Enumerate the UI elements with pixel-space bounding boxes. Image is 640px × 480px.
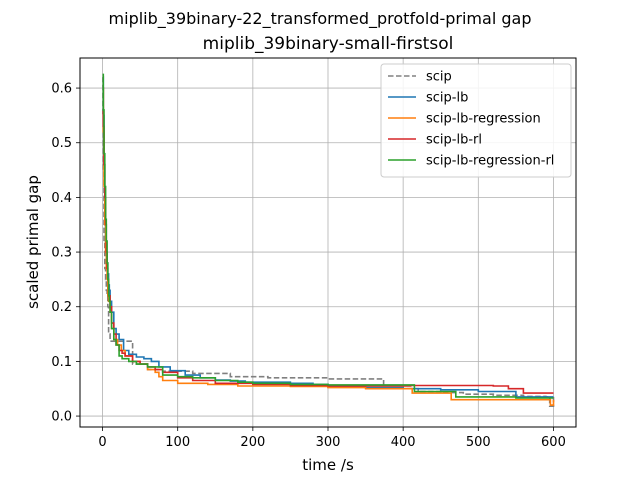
y-tick-label: 0.5 [51,136,72,151]
y-tick-label: 0.1 [51,355,72,370]
y-tick-label: 0.4 [51,191,72,206]
x-tick-label: 300 [316,435,341,450]
legend-label-scip-lb-regression: scip-lb-regression [426,112,541,127]
x-tick-label: 100 [165,435,190,450]
x-tick-label: 0 [98,435,106,450]
y-tick-label: 0.0 [51,410,72,425]
legend-label-scip-lb: scip-lb [426,91,468,106]
y-axis-label: scaled primal gap [24,175,42,309]
y-tick-label: 0.6 [51,82,72,97]
series-line-scip-lb-regression-rl [102,73,554,399]
legend-label-scip-lb-rl: scip-lb-rl [426,133,482,148]
legend-box [380,63,572,178]
x-axis-label: time /s [302,456,354,474]
x-tick-label: 400 [391,435,416,450]
legend-label-scip-lb-regression-rl: scip-lb-regression-rl [426,154,554,169]
chart-subtitle: miplib_39binary-small-firstsol [203,34,454,54]
series-layer [102,73,555,407]
x-tick-label: 200 [240,435,265,450]
axis-ticks: 0 100 200 300 400 500 600 0.0 0.1 0.2 0.3 0.4 0.5 0.6 [51,82,566,450]
x-tick-label: 600 [541,435,566,450]
y-tick-label: 0.3 [51,246,72,261]
legend-label-scip: scip [426,70,452,85]
x-tick-label: 500 [466,435,491,450]
y-tick-label: 0.2 [51,300,72,315]
legend: scip scip-lb scip-lb-regression scip-lb-rl s… [380,63,572,178]
chart-title: miplib_39binary-22_transformed_protfold-… [109,9,532,29]
series-line-scip [102,76,555,407]
